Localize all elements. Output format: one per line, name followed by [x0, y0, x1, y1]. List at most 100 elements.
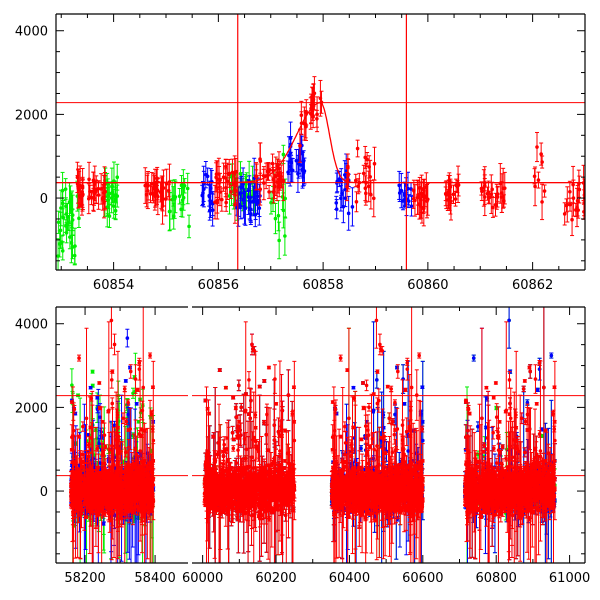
green-data-point [58, 211, 63, 249]
data-point [60, 201, 65, 206]
blue-data-point [343, 189, 348, 208]
red-data-point [354, 191, 359, 213]
red-data-point [490, 197, 495, 218]
data-point [482, 183, 487, 188]
green-data-point [273, 203, 278, 235]
data-point [302, 121, 307, 126]
red-data-point [564, 198, 569, 213]
blue-data-point [409, 195, 414, 217]
red-data-point [542, 184, 547, 198]
data-point [500, 191, 504, 195]
data-point [296, 162, 301, 166]
red-data-point [91, 184, 96, 212]
green-data-point [173, 180, 178, 214]
data-point [246, 195, 251, 199]
data-point [369, 192, 373, 197]
y-tick-label: 4000 [15, 25, 48, 40]
blue-data-point [242, 188, 247, 225]
red-data-point [485, 186, 490, 201]
y-tick-label: 0 [40, 192, 48, 207]
data-point [77, 216, 81, 221]
data-point [288, 136, 293, 140]
data-point [150, 191, 155, 196]
data-point [480, 189, 484, 194]
data-point [266, 169, 271, 174]
data-point [273, 216, 278, 221]
red-data-point [487, 190, 492, 205]
data-point [106, 193, 111, 198]
data-point [67, 200, 72, 204]
red-data-point [254, 163, 259, 190]
data-point [298, 143, 302, 148]
green-data-point [60, 241, 65, 261]
data-point [155, 176, 159, 181]
data-point [180, 198, 185, 202]
data-point [451, 192, 456, 197]
data-point [96, 186, 101, 191]
green-data-point [187, 214, 192, 239]
data-point [277, 173, 281, 178]
red-data-point [567, 180, 572, 203]
data-point [413, 198, 417, 203]
red-data-point [357, 172, 362, 193]
data-point [227, 171, 232, 176]
data-point [70, 213, 75, 217]
data-point [87, 177, 91, 182]
x-tick-label: 60856 [198, 278, 239, 293]
data-point [272, 184, 277, 189]
red-data-point [412, 184, 417, 217]
red-data-point [363, 145, 368, 169]
data-point [416, 195, 420, 200]
data-point [61, 215, 66, 220]
red-data-point [309, 96, 314, 115]
data-point [111, 204, 116, 208]
data-point [309, 103, 314, 108]
data-point [80, 193, 85, 198]
data-point [564, 203, 569, 208]
red-data-point [573, 202, 578, 218]
red-data-point [86, 183, 91, 215]
red-data-point [101, 187, 106, 219]
data-point [340, 191, 344, 196]
data-point [542, 189, 547, 193]
data-point [179, 207, 183, 212]
data-point [254, 174, 259, 179]
red-data-point [96, 181, 101, 196]
data-point [261, 173, 266, 178]
data-point [487, 195, 492, 200]
data-point [366, 184, 371, 189]
green-data-point [76, 208, 81, 228]
x-tick-label: 60862 [512, 278, 553, 293]
data-point [354, 199, 359, 204]
red-data-point [453, 191, 458, 207]
data-point [232, 187, 237, 192]
data-point [107, 214, 112, 218]
data-point [365, 157, 369, 162]
data-point [168, 209, 172, 214]
data-point [86, 196, 91, 201]
data-point [63, 187, 68, 191]
red-data-point [266, 162, 271, 181]
data-point [485, 191, 490, 196]
red-data-point [355, 139, 360, 158]
red-data-point [371, 179, 376, 218]
data-point [217, 172, 221, 176]
red-data-point [277, 167, 282, 185]
data-point [540, 200, 544, 204]
data-point [276, 213, 281, 218]
data-point [64, 230, 69, 235]
data-point [343, 196, 348, 200]
blue-data-point [399, 172, 404, 209]
data-point [78, 183, 82, 188]
data-point [230, 170, 235, 175]
data-point [187, 224, 191, 229]
green-data-point [182, 178, 187, 194]
data-point [574, 208, 578, 212]
red-data-point [363, 175, 368, 202]
red-data-point [216, 157, 221, 191]
data-point [251, 199, 256, 203]
red-data-point [451, 184, 456, 204]
green-data-point [72, 227, 77, 265]
data-point [399, 188, 404, 193]
